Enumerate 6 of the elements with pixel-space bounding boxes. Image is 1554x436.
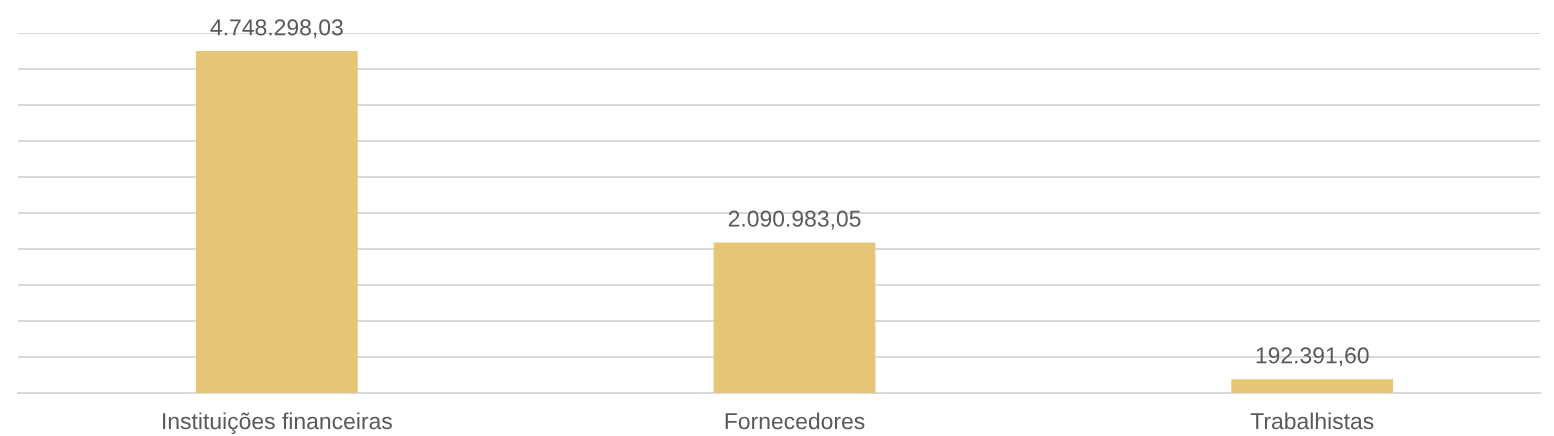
x-tick-label: Instituições financeiras [163, 412, 392, 434]
data-label: 2.090.983,05 [728, 210, 861, 230]
x-tick-label: Trabalhistas [1250, 412, 1374, 430]
data-label: 4.748.298,03 [210, 19, 343, 39]
data-label: 192.391,60 [1256, 347, 1369, 367]
x-tick-label: Fornecedores [725, 412, 865, 430]
